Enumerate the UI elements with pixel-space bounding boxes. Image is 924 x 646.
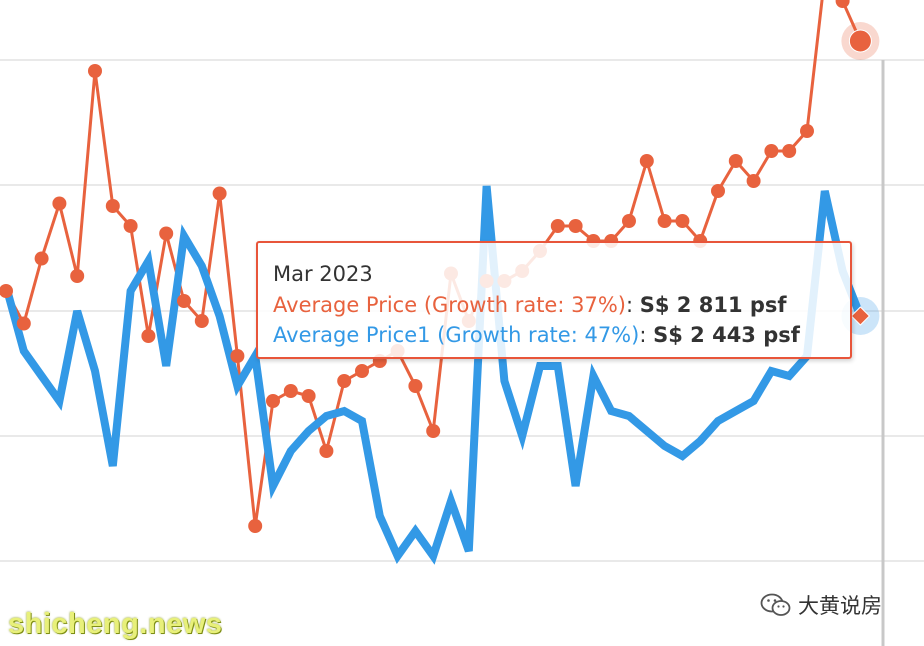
data-point: [622, 214, 636, 228]
account-name: 大黄说房: [798, 594, 882, 618]
data-point: [835, 0, 850, 8]
data-point: [319, 444, 334, 458]
data-point: [52, 196, 67, 211]
data-point: [800, 124, 814, 138]
tooltip-row-average-price1: Average Price1 (Growth rate: 47%): S$ 2 …: [273, 320, 850, 351]
series-line-average-price1: [2, 185, 865, 565]
data-point: [426, 424, 441, 438]
tooltip-series-label: Average Price1 (Growth rate: 47%): [273, 323, 640, 347]
data-point: [16, 316, 31, 331]
account-watermark: 大黄说房: [760, 590, 882, 620]
data-point: [337, 374, 352, 388]
data-point: [764, 144, 779, 158]
data-point: [639, 154, 654, 168]
site-watermark: shicheng.news: [8, 608, 223, 640]
data-point: [711, 184, 725, 198]
data-point: [266, 394, 280, 408]
hover-point-average-price: [848, 29, 872, 53]
data-point: [34, 251, 49, 266]
data-point: [568, 219, 583, 233]
data-point: [408, 379, 423, 393]
wechat-icon: [760, 593, 791, 616]
data-point: [301, 389, 316, 403]
data-point: [70, 269, 85, 283]
data-point: [230, 349, 245, 363]
data-point: [657, 214, 672, 228]
tooltip-series-value: S$ 2 811 psf: [639, 292, 787, 317]
data-point: [675, 214, 690, 228]
data-point: [212, 186, 227, 201]
chart-tooltip: Mar 2023 Average Price (Growth rate: 37%…: [256, 241, 852, 359]
data-point: [0, 284, 13, 298]
tooltip-series-value: S$ 2 443 psf: [653, 323, 800, 347]
data-point: [177, 294, 191, 308]
data-point: [248, 519, 263, 533]
data-point: [105, 199, 120, 213]
tooltip-title: Mar 2023: [273, 262, 373, 286]
data-point: [782, 144, 797, 158]
data-point: [141, 329, 156, 343]
data-point: [746, 174, 761, 188]
data-point: [728, 154, 743, 168]
data-point: [159, 226, 174, 241]
data-point: [123, 219, 138, 233]
tooltip-row-average-price: Average Price (Growth rate: 37%): S$ 2 8…: [273, 290, 850, 321]
data-point: [194, 314, 209, 328]
tooltip-separator: :: [625, 292, 640, 317]
tooltip-separator: :: [639, 323, 654, 347]
tooltip-series-label: Average Price (Growth rate: 37%): [273, 292, 626, 317]
data-point: [88, 64, 102, 78]
data-point: [283, 384, 298, 398]
data-point: [550, 219, 565, 233]
data-point: [355, 364, 369, 378]
hover-point-average-price1: [850, 306, 871, 326]
